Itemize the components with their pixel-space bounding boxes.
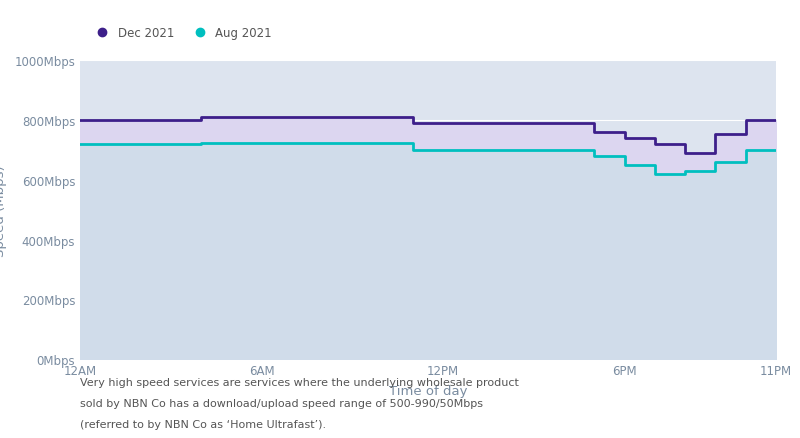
Text: Very high speed services are services where the underlying wholesale product: Very high speed services are services wh… bbox=[80, 377, 519, 387]
Y-axis label: Speed (Mbps): Speed (Mbps) bbox=[0, 165, 7, 256]
Legend: Dec 2021, Aug 2021: Dec 2021, Aug 2021 bbox=[86, 22, 277, 45]
Text: (referred to by NBN Co as ‘Home Ultrafast’).: (referred to by NBN Co as ‘Home Ultrafas… bbox=[80, 419, 326, 429]
Text: sold by NBN Co has a download/upload speed range of 500-990/50Mbps: sold by NBN Co has a download/upload spe… bbox=[80, 398, 483, 408]
X-axis label: Time of day: Time of day bbox=[389, 384, 467, 397]
